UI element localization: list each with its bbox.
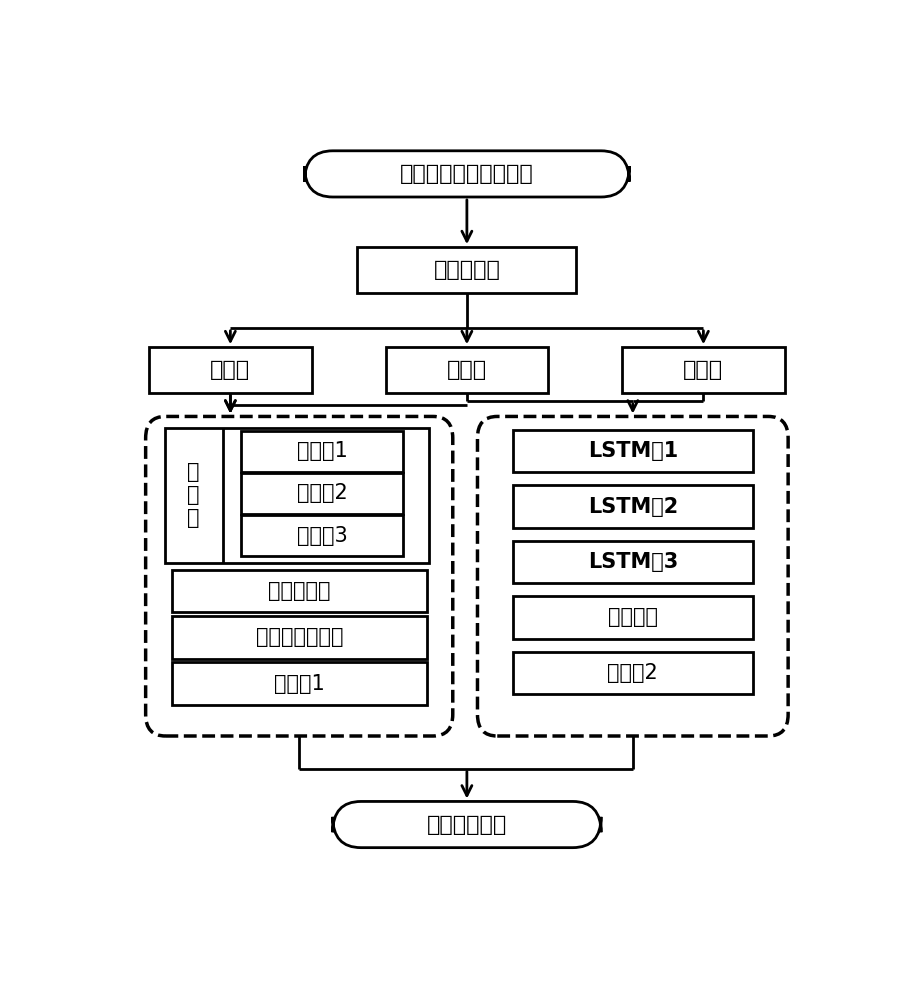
- FancyBboxPatch shape: [513, 652, 752, 694]
- FancyBboxPatch shape: [241, 515, 404, 556]
- FancyBboxPatch shape: [241, 473, 404, 514]
- Text: 采集设备振动信号数据: 采集设备振动信号数据: [400, 164, 534, 184]
- Text: 卷积层3: 卷积层3: [297, 526, 347, 546]
- FancyBboxPatch shape: [385, 347, 548, 393]
- FancyBboxPatch shape: [304, 151, 630, 197]
- Text: 全局平均池化层: 全局平均池化层: [256, 627, 343, 647]
- Text: 验证集: 验证集: [446, 360, 487, 380]
- FancyBboxPatch shape: [172, 616, 426, 659]
- FancyBboxPatch shape: [333, 801, 601, 848]
- FancyBboxPatch shape: [172, 570, 426, 612]
- Text: 数据预处理: 数据预处理: [434, 260, 500, 280]
- Text: 输出层1: 输出层1: [274, 674, 325, 694]
- FancyBboxPatch shape: [477, 416, 788, 736]
- FancyBboxPatch shape: [513, 430, 752, 472]
- Text: 卷积层1: 卷积层1: [297, 441, 347, 461]
- FancyBboxPatch shape: [149, 347, 312, 393]
- Text: 多
尺
度: 多 尺 度: [188, 462, 200, 528]
- Text: 测试集: 测试集: [683, 360, 723, 380]
- FancyBboxPatch shape: [513, 541, 752, 583]
- Text: LSTM层1: LSTM层1: [588, 441, 678, 461]
- FancyBboxPatch shape: [622, 347, 784, 393]
- Text: 训练集: 训练集: [210, 360, 251, 380]
- Text: LSTM层3: LSTM层3: [588, 552, 678, 572]
- FancyBboxPatch shape: [172, 662, 426, 705]
- Text: 剩余寿命评估: 剩余寿命评估: [426, 815, 507, 835]
- Text: 全连接层: 全连接层: [608, 607, 658, 627]
- Text: LSTM层2: LSTM层2: [588, 497, 678, 517]
- FancyBboxPatch shape: [165, 428, 429, 563]
- FancyBboxPatch shape: [241, 431, 404, 472]
- FancyBboxPatch shape: [513, 485, 752, 528]
- Text: 输出层2: 输出层2: [608, 663, 658, 683]
- Text: 卷积层2: 卷积层2: [297, 483, 347, 503]
- FancyBboxPatch shape: [146, 416, 453, 736]
- FancyBboxPatch shape: [357, 247, 577, 293]
- Text: 转换卷积层: 转换卷积层: [269, 581, 331, 601]
- FancyBboxPatch shape: [513, 596, 752, 639]
